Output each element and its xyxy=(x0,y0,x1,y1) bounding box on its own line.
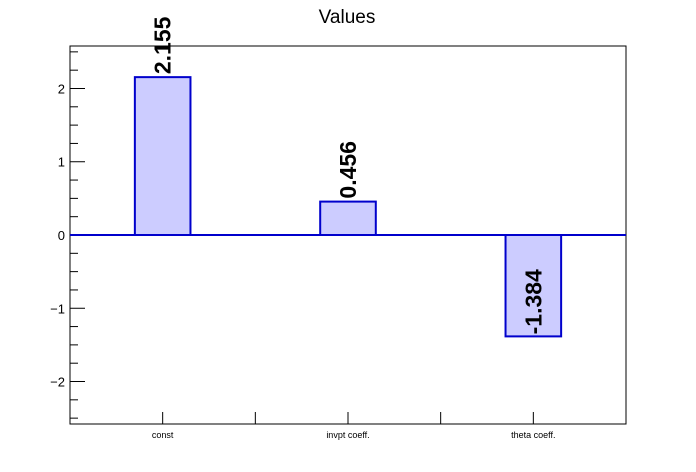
y-tick-label: 1 xyxy=(58,155,65,170)
x-category-label: const xyxy=(152,430,174,440)
data-label: 0.456 xyxy=(335,141,361,199)
data-labels: 2.155 0.456 -1.384 xyxy=(150,16,547,334)
x-category-label: theta coeff. xyxy=(511,430,555,440)
bar xyxy=(319,200,377,237)
y-tick-label: 0 xyxy=(58,228,65,243)
y-axis: −2 −1 0 1 2 xyxy=(50,51,85,419)
chart-title: Values xyxy=(319,7,376,28)
y-tick-label: −1 xyxy=(50,301,65,316)
bar xyxy=(504,234,563,338)
y-tick-label: 2 xyxy=(58,81,65,96)
data-label: -1.384 xyxy=(520,269,546,334)
x-category-label: invpt coeff. xyxy=(326,430,369,440)
y-tick-label: −2 xyxy=(50,375,65,390)
data-label: 2.155 xyxy=(150,16,176,74)
x-axis: const invpt coeff. theta coeff. xyxy=(152,412,556,440)
bars xyxy=(133,76,563,338)
bar xyxy=(133,76,192,236)
